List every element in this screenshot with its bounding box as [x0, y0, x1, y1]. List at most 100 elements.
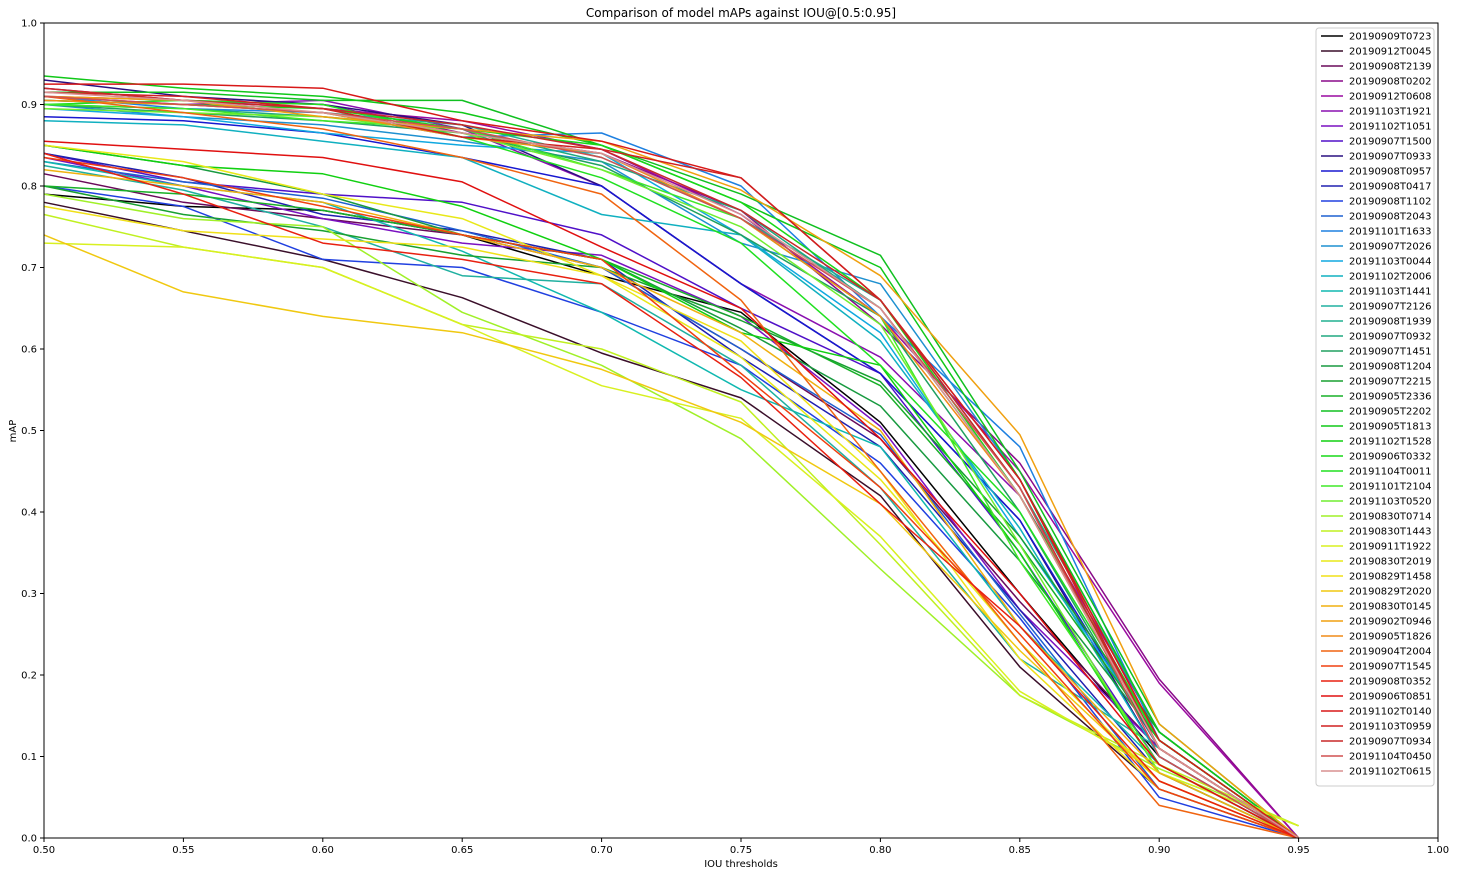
legend-label: 20190907T2215: [1349, 377, 1431, 388]
legend-label: 20191103T0959: [1349, 722, 1431, 733]
x-tick-label: 0.70: [590, 845, 612, 856]
legend-label: 20190908T2043: [1349, 212, 1431, 223]
series-line-20190906T0851: [43, 140, 1299, 839]
series-line-20191103T0959: [43, 91, 1300, 839]
legend-label: 20190908T0202: [1349, 77, 1431, 88]
y-axis-title: mAP: [8, 420, 19, 443]
series-line-20191102T0140: [44, 83, 1300, 839]
y-tick-label: 0.8: [21, 182, 37, 193]
x-tick-label: 0.95: [1287, 845, 1309, 856]
legend-label: 20191102T0140: [1349, 707, 1431, 718]
y-tick-label: 0.6: [21, 345, 37, 356]
y-tick-label: 0.2: [21, 671, 37, 682]
y-tick-label: 1.0: [21, 19, 37, 30]
legend-label: 20191102T0615: [1349, 767, 1431, 778]
x-tick-label: 1.00: [1427, 845, 1449, 856]
series-line-20190830T0714: [43, 193, 1299, 827]
x-axis-title: IOU thresholds: [704, 859, 778, 870]
legend-label: 20190905T2336: [1349, 392, 1431, 403]
legend-label: 20190829T2020: [1349, 587, 1431, 598]
y-tick-label: 0.4: [21, 508, 37, 519]
legend-label: 20190907T0932: [1349, 332, 1431, 343]
legend-label: 20190830T1443: [1349, 527, 1431, 538]
legend-label: 20190908T0957: [1349, 167, 1431, 178]
legend-label: 20190907T1545: [1349, 662, 1431, 673]
series-line-20190908T2043: [43, 160, 1299, 839]
legend: 20190909T0723 20190912T0045 20190908T2139 2…: [1315, 27, 1435, 787]
series-line-20190830T0145: [43, 168, 1299, 839]
y-tick-label: 0.1: [21, 752, 37, 763]
legend-box: [1315, 27, 1435, 787]
y-tick-label: 0.0: [21, 834, 37, 845]
x-tick-label: 0.60: [312, 845, 334, 856]
legend-label: 20190909T0723: [1349, 32, 1431, 43]
series-line-20190908T1102: [43, 185, 1299, 839]
series-line-20190907T1451: [43, 103, 1300, 839]
legend-label: 20190830T2019: [1349, 557, 1431, 568]
x-tick-label: 0.50: [33, 845, 55, 856]
y-tick-label: 0.7: [21, 263, 37, 274]
legend-label: 20190908T1939: [1349, 317, 1431, 328]
legend-label: 20190908T1102: [1349, 197, 1431, 208]
plot-frame: [43, 22, 1439, 839]
legend-label: 20191104T0011: [1349, 467, 1431, 478]
x-tick-label: 0.75: [730, 845, 752, 856]
series-line-20190908T2139: [43, 173, 1300, 839]
series-line-20190829T2020: [43, 234, 1299, 839]
legend-label: 20190908T0352: [1349, 677, 1431, 688]
legend-label: 20190902T0946: [1349, 617, 1431, 628]
legend-label: 20190830T0714: [1349, 512, 1431, 523]
series-line-20190907T1545: [43, 156, 1299, 839]
series-line-20190909T0723: [43, 193, 1299, 839]
legend-label: 20190907T0934: [1349, 737, 1431, 748]
legend-label: 20191102T2006: [1349, 272, 1431, 283]
legend-label: 20190905T1826: [1349, 632, 1431, 643]
series-line-20190905T2202: [44, 91, 1300, 839]
x-tick-label: 0.65: [451, 845, 473, 856]
x-tick-label: 0.80: [869, 845, 891, 856]
legend-label: 20190912T0608: [1349, 92, 1431, 103]
series-line-20190905T2336: [43, 185, 1300, 839]
x-tick-label: 0.55: [172, 845, 194, 856]
legend-label: 20190907T2126: [1349, 302, 1431, 313]
legend-label: 20191102T1528: [1349, 437, 1431, 448]
legend-label: 20191102T1051: [1349, 122, 1431, 133]
legend-label: 20190908T1204: [1349, 362, 1431, 373]
legend-label: 20190906T0332: [1349, 452, 1431, 463]
series-line-20190907T2126: [43, 164, 1300, 839]
legend-label: 20191103T0044: [1349, 257, 1431, 268]
series-line-20190907T0934: [43, 87, 1300, 839]
legend-label: 20190829T1458: [1349, 572, 1431, 583]
axes: 0.50 0.55 0.60 0.65 0.70 0.75 0.80 0.85 0.90 0.95…: [21, 19, 1449, 857]
legend-label: 20190911T1922: [1349, 542, 1431, 553]
y-tick-label: 0.5: [21, 426, 37, 437]
chart-title: Comparison of model mAPs against IOU@[0.…: [586, 6, 896, 20]
legend-label: 20190906T0851: [1349, 692, 1431, 703]
series-line-20190908T0352: [43, 152, 1299, 839]
series-line-20191103T0520: [43, 107, 1299, 827]
legend-label: 20191103T0520: [1349, 497, 1431, 508]
legend-label: 20191103T1441: [1349, 287, 1431, 298]
series-line-20191103T1441: [43, 160, 1299, 839]
legend-label: 20190908T2139: [1349, 62, 1431, 73]
legend-label: 20191104T0450: [1349, 752, 1431, 763]
y-tick-label: 0.9: [21, 100, 37, 111]
series-line-20191102T2006: [43, 120, 1299, 839]
legend-label: 20191103T1921: [1349, 107, 1431, 118]
series-line-20190911T1922: [43, 242, 1299, 827]
x-tick-label: 0.90: [1148, 845, 1170, 856]
legend-label: 20190905T2202: [1349, 407, 1431, 418]
legend-label: 20190907T1500: [1349, 137, 1431, 148]
series-lines: [43, 75, 1300, 839]
legend-label: 20190912T0045: [1349, 47, 1431, 58]
series-line-20191102T0615: [43, 91, 1300, 839]
legend-label: 20190907T1451: [1349, 347, 1431, 358]
series-line-20190904T2004: [43, 95, 1299, 839]
legend-label: 20190907T0933: [1349, 152, 1431, 163]
legend-label: 20190907T2026: [1349, 242, 1431, 253]
legend-label: 20190908T0417: [1349, 182, 1431, 193]
legend-label: 20191101T1633: [1349, 227, 1431, 238]
y-tick-label: 0.3: [21, 589, 37, 600]
x-tick-label: 0.85: [1009, 845, 1031, 856]
